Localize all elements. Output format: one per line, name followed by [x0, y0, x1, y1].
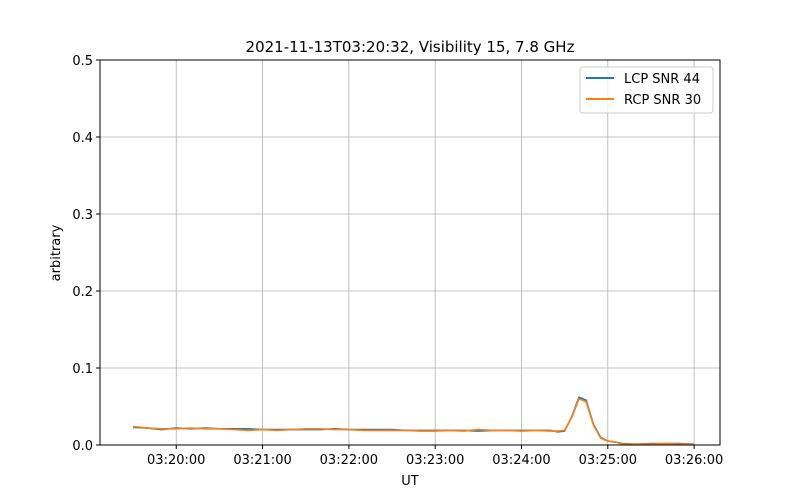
y-tick-label: 0.4 — [72, 131, 93, 146]
x-tick-label: 03:22:00 — [320, 453, 378, 468]
x-tick-label: 03:26:00 — [665, 453, 723, 468]
x-axis-label: UT — [401, 474, 419, 489]
y-tick-label: 0.1 — [72, 362, 93, 377]
y-tick-label: 0.2 — [72, 285, 93, 300]
y-axis: 0.0 0.1 0.2 0.3 0.4 0.5 — [72, 54, 100, 454]
y-tick-label: 0.0 — [72, 439, 93, 454]
x-tick-label: 03:25:00 — [579, 453, 637, 468]
legend-label-lcp: LCP SNR 44 — [624, 72, 700, 87]
chart-title: 2021-11-13T03:20:32, Visibility 15, 7.8 … — [246, 38, 575, 56]
x-tick-label: 03:23:00 — [406, 453, 464, 468]
plot-frame — [99, 59, 721, 446]
x-tick-label: 03:24:00 — [492, 453, 550, 468]
y-tick-label: 0.5 — [72, 54, 93, 69]
series-line-lcp — [133, 396, 695, 446]
x-tick-label: 03:21:00 — [233, 453, 291, 468]
series-line-rcp — [133, 397, 695, 446]
series-lines — [133, 396, 695, 446]
legend: LCP SNR 44 RCP SNR 30 — [579, 66, 714, 114]
x-tick-label: 03:20:00 — [147, 453, 205, 468]
legend-label-rcp: RCP SNR 30 — [624, 93, 701, 108]
x-axis: 03:20:00 03:21:00 03:22:00 03:23:00 03:24:00… — [147, 445, 723, 468]
y-axis-label: arbitrary — [49, 224, 64, 281]
grid — [100, 59, 720, 446]
y-tick-label: 0.3 — [72, 208, 93, 223]
